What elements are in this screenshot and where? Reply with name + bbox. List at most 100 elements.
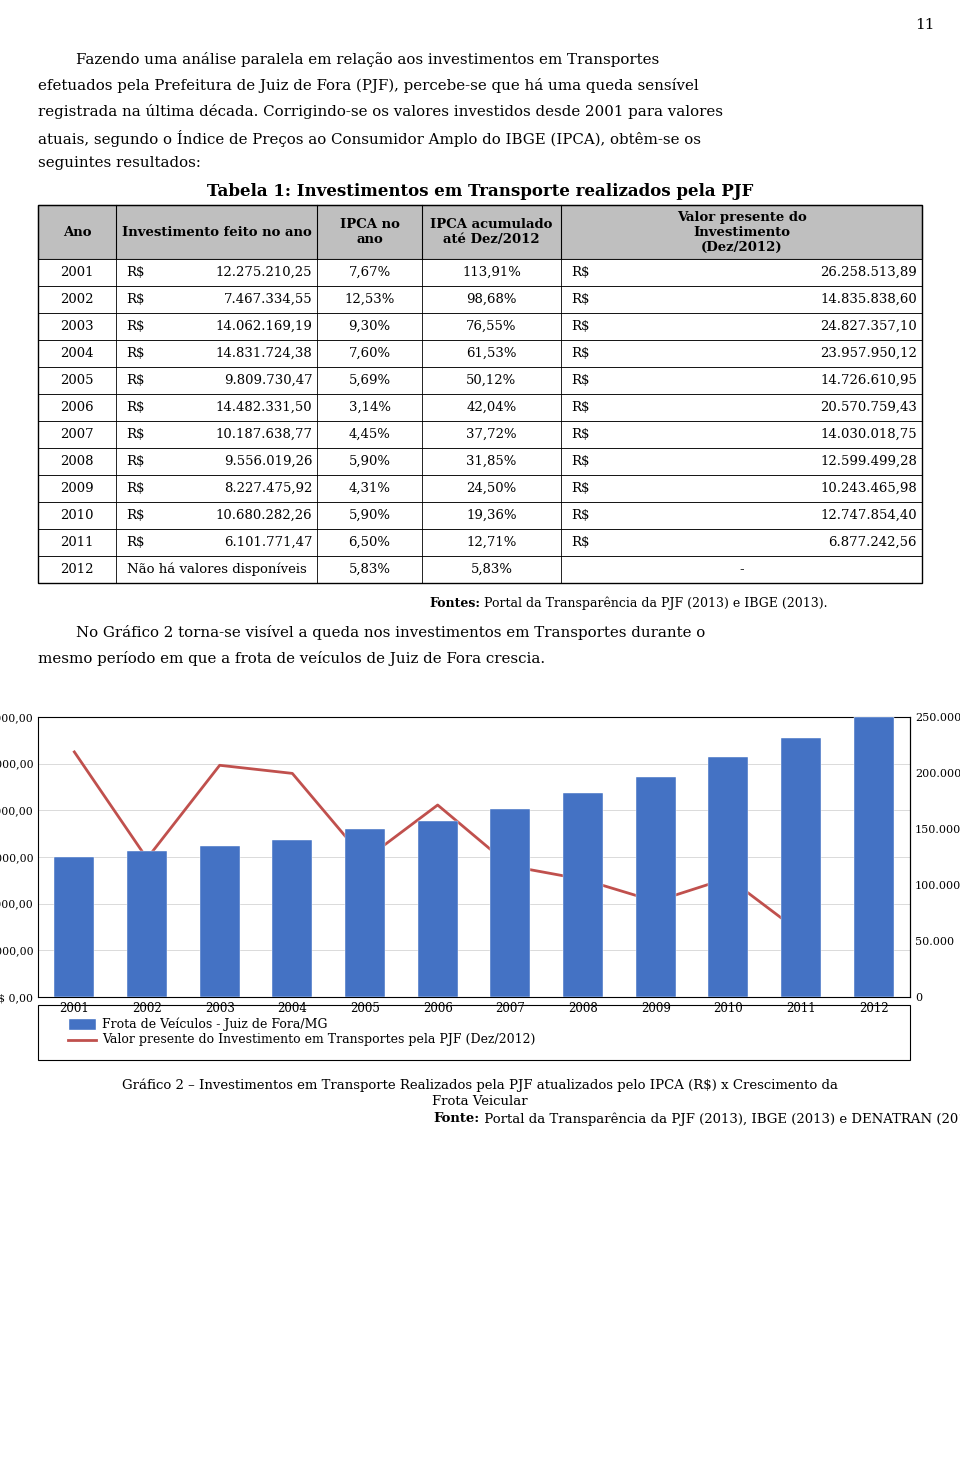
Text: 2007: 2007 — [60, 429, 94, 440]
Text: Investimento feito no ano: Investimento feito no ano — [122, 226, 311, 238]
Text: 10.243.465,98: 10.243.465,98 — [820, 482, 917, 495]
Text: R$: R$ — [571, 347, 589, 361]
Text: 7.467.334,55: 7.467.334,55 — [224, 293, 312, 306]
Text: 7,60%: 7,60% — [348, 347, 391, 361]
Text: 3,14%: 3,14% — [348, 401, 391, 414]
Text: R$: R$ — [126, 508, 144, 522]
Bar — [38, 395, 922, 421]
Bar — [68, 1018, 96, 1030]
Text: mesmo período em que a frota de veículos de Juiz de Fora crescia.: mesmo período em que a frota de veículos… — [38, 650, 545, 667]
Text: 9.809.730,47: 9.809.730,47 — [224, 374, 312, 387]
Text: R$: R$ — [126, 266, 144, 279]
Text: 2003: 2003 — [60, 321, 94, 333]
Bar — [38, 474, 922, 503]
Text: 2006: 2006 — [60, 401, 94, 414]
Text: 6.101.771,47: 6.101.771,47 — [224, 537, 312, 548]
Text: 12,71%: 12,71% — [467, 537, 516, 548]
Text: 20.570.759,43: 20.570.759,43 — [820, 401, 917, 414]
Text: 5,83%: 5,83% — [348, 563, 391, 576]
Text: 2010: 2010 — [60, 508, 94, 522]
Text: 11: 11 — [915, 18, 935, 33]
Text: R$: R$ — [126, 347, 144, 361]
Text: R$: R$ — [126, 401, 144, 414]
Text: 26.258.513,89: 26.258.513,89 — [820, 266, 917, 279]
Text: 61,53%: 61,53% — [467, 347, 516, 361]
Text: R$: R$ — [126, 537, 144, 548]
Bar — [636, 777, 676, 998]
Text: registrada na última década. Corrigindo-se os valores investidos desde 2001 para: registrada na última década. Corrigindo-… — [38, 103, 723, 120]
Text: 2005: 2005 — [60, 374, 94, 387]
Bar — [491, 808, 530, 998]
Text: 2009: 2009 — [60, 482, 94, 495]
Text: 10.187.638,77: 10.187.638,77 — [215, 429, 312, 440]
Text: R$: R$ — [126, 374, 144, 387]
Text: R$: R$ — [571, 537, 589, 548]
Text: 12.599.499,28: 12.599.499,28 — [820, 455, 917, 469]
Text: 2001: 2001 — [60, 266, 94, 279]
Text: Tabela 1: Investimentos em Transporte realizados pela PJF: Tabela 1: Investimentos em Transporte re… — [206, 183, 754, 201]
Bar — [38, 556, 922, 582]
Text: 5,90%: 5,90% — [348, 455, 391, 469]
Text: 2011: 2011 — [60, 537, 94, 548]
Bar — [708, 757, 748, 998]
Text: 12.275.210,25: 12.275.210,25 — [216, 266, 312, 279]
Text: 37,72%: 37,72% — [467, 429, 516, 440]
Text: 14.831.724,38: 14.831.724,38 — [216, 347, 312, 361]
Text: 2004: 2004 — [60, 347, 94, 361]
Text: R$: R$ — [126, 482, 144, 495]
Text: 5,90%: 5,90% — [348, 508, 391, 522]
Text: 5,83%: 5,83% — [470, 563, 513, 576]
Text: 14.482.331,50: 14.482.331,50 — [216, 401, 312, 414]
Bar — [345, 829, 385, 998]
Text: 2002: 2002 — [60, 293, 94, 306]
Text: No Gráfico 2 torna-se visível a queda nos investimentos em Transportes durante o: No Gráfico 2 torna-se visível a queda no… — [38, 625, 706, 640]
Bar — [127, 851, 167, 998]
Text: 9.556.019,26: 9.556.019,26 — [224, 455, 312, 469]
Text: 14.835.838,60: 14.835.838,60 — [820, 293, 917, 306]
Text: 113,91%: 113,91% — [462, 266, 521, 279]
Text: 6.877.242,56: 6.877.242,56 — [828, 537, 917, 548]
Text: Gráfico 2 – Investimentos em Transporte Realizados pela PJF atualizados pelo IPC: Gráfico 2 – Investimentos em Transporte … — [122, 1077, 838, 1091]
Bar — [38, 313, 922, 340]
Text: R$: R$ — [571, 455, 589, 469]
Text: 8.227.475,92: 8.227.475,92 — [224, 482, 312, 495]
Text: 4,45%: 4,45% — [348, 429, 391, 440]
Text: 5,69%: 5,69% — [348, 374, 391, 387]
Text: R$: R$ — [571, 429, 589, 440]
Bar — [55, 857, 94, 998]
Text: IPCA acumulado
até Dez/2012: IPCA acumulado até Dez/2012 — [430, 217, 553, 245]
Text: 31,85%: 31,85% — [467, 455, 516, 469]
Bar — [38, 259, 922, 287]
Text: 12,53%: 12,53% — [345, 293, 395, 306]
Text: Frota de Veículos - Juiz de Fora/MG: Frota de Veículos - Juiz de Fora/MG — [102, 1017, 327, 1030]
Text: 2008: 2008 — [60, 455, 94, 469]
Text: 7,67%: 7,67% — [348, 266, 391, 279]
Text: Valor presente do Investimento em Transportes pela PJF (Dez/2012): Valor presente do Investimento em Transp… — [102, 1033, 536, 1046]
Bar — [38, 367, 922, 395]
Bar — [38, 421, 922, 448]
Bar — [38, 529, 922, 556]
Text: Fonte:: Fonte: — [434, 1111, 480, 1125]
Text: R$: R$ — [571, 374, 589, 387]
Bar — [853, 717, 894, 998]
Text: Portal da Transparência da PJF (2013), IBGE (2013) e DENATRAN (2013): Portal da Transparência da PJF (2013), I… — [480, 1111, 960, 1126]
Text: 9,30%: 9,30% — [348, 321, 391, 333]
Text: 23.957.950,12: 23.957.950,12 — [820, 347, 917, 361]
Text: R$: R$ — [126, 321, 144, 333]
Text: 76,55%: 76,55% — [467, 321, 516, 333]
Bar — [273, 840, 312, 998]
Text: 10.680.282,26: 10.680.282,26 — [216, 508, 312, 522]
Text: R$: R$ — [126, 429, 144, 440]
Bar — [38, 448, 922, 474]
Text: R$: R$ — [126, 455, 144, 469]
Text: 50,12%: 50,12% — [467, 374, 516, 387]
Text: Valor presente do
Investimento
(Dez/2012): Valor presente do Investimento (Dez/2012… — [677, 210, 806, 254]
Text: IPCA no
ano: IPCA no ano — [340, 217, 399, 245]
Text: R$: R$ — [571, 482, 589, 495]
Text: 14.062.169,19: 14.062.169,19 — [215, 321, 312, 333]
Text: 24.827.357,10: 24.827.357,10 — [820, 321, 917, 333]
Bar — [38, 340, 922, 367]
Text: 2012: 2012 — [60, 563, 94, 576]
Text: 4,31%: 4,31% — [348, 482, 391, 495]
Text: efetuados pela Prefeitura de Juiz de Fora (PJF), percebe-se que há uma queda sen: efetuados pela Prefeitura de Juiz de For… — [38, 78, 699, 93]
